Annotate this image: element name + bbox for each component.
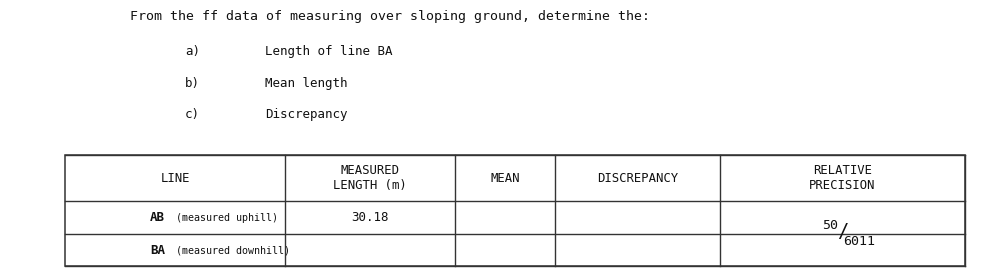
Text: 50: 50 [822,219,838,232]
Text: AB: AB [150,211,165,224]
Text: (measured uphill): (measured uphill) [170,213,278,223]
Text: 6011: 6011 [844,235,876,248]
Text: RELATIVE
PRECISION: RELATIVE PRECISION [809,164,876,192]
Text: c): c) [185,108,200,121]
Text: Discrepancy: Discrepancy [265,108,348,121]
Text: MEASURED
LENGTH (m): MEASURED LENGTH (m) [333,164,407,192]
Text: (measured downhill): (measured downhill) [170,245,290,255]
Text: BA: BA [150,244,165,256]
Text: b): b) [185,77,200,90]
Text: From the ff data of measuring over sloping ground, determine the:: From the ff data of measuring over slopi… [130,10,650,22]
Text: Length of line BA: Length of line BA [265,45,392,58]
Text: MEAN: MEAN [490,172,520,185]
Text: a): a) [185,45,200,58]
Text: /: / [837,222,848,241]
Bar [65,155,965,266]
Text: 30.18: 30.18 [351,211,389,224]
Text: LINE: LINE [160,172,190,185]
Text: DISCREPANCY: DISCREPANCY [597,172,678,185]
Text: Mean length: Mean length [265,77,348,90]
